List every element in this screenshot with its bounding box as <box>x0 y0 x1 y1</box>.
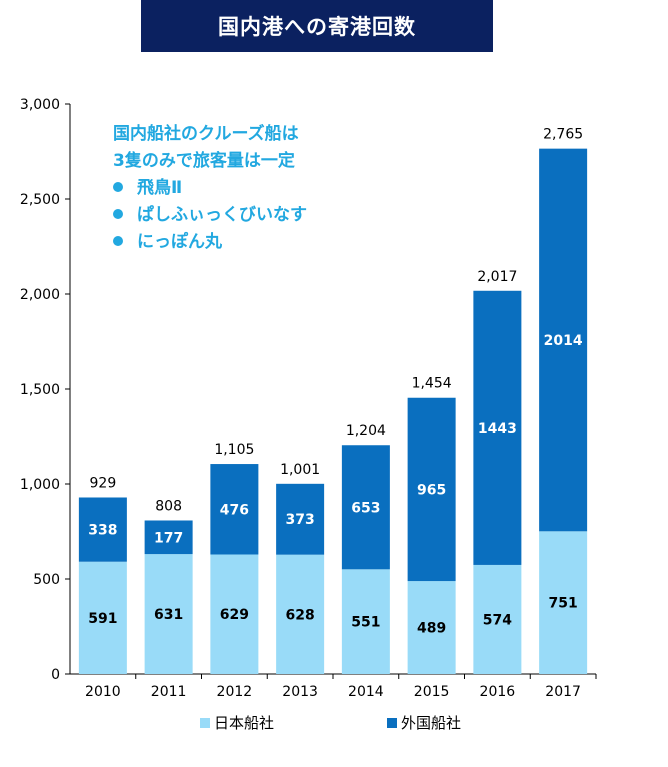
data-label-domestic: 631 <box>154 607 183 623</box>
data-label-foreign: 373 <box>286 512 315 528</box>
data-label-domestic: 489 <box>417 621 446 637</box>
legend-item-foreign: 外国船社 <box>387 712 461 733</box>
bar-segment-foreign <box>210 464 259 555</box>
data-label-foreign: 338 <box>88 523 117 539</box>
chart-title-banner: 国内港への寄港回数 <box>141 0 493 52</box>
bar-segment-domestic <box>407 581 456 674</box>
bar-segment-foreign <box>407 397 456 582</box>
annotation-line: 国内船社のクルーズ船は <box>113 124 299 144</box>
legend-swatch-foreign <box>387 717 397 728</box>
data-label-domestic: 551 <box>351 615 380 631</box>
x-tick-label: 2017 <box>545 684 581 700</box>
annotation-line: 3隻のみで旅客量は一定 <box>113 151 295 171</box>
x-tick-label: 2015 <box>414 684 450 700</box>
data-label-domestic: 628 <box>286 607 315 623</box>
bar-segment-domestic <box>144 554 193 674</box>
data-label-domestic: 591 <box>88 611 117 627</box>
annotation-bullet-item: ぱしふぃっくびいなす <box>113 202 307 229</box>
chart-title: 国内港への寄港回数 <box>218 15 416 39</box>
total-label: 1,204 <box>346 423 386 439</box>
data-label-foreign: 2014 <box>544 333 583 349</box>
total-label: 929 <box>90 475 117 491</box>
data-label-domestic: 574 <box>483 612 512 628</box>
bar-segment-foreign <box>341 445 390 570</box>
x-tick-label: 2011 <box>151 684 187 700</box>
y-tick-label: 2,500 <box>20 192 60 208</box>
annotation-bullet-item: にっぽん丸 <box>113 229 307 256</box>
data-label-domestic: 751 <box>549 596 578 612</box>
legend-item-domestic: 日本船社 <box>200 712 274 733</box>
bar-segment-foreign <box>144 520 193 555</box>
bar-segment-domestic <box>210 554 259 674</box>
x-tick-label: 2013 <box>282 684 318 700</box>
bar-segment-foreign <box>473 290 522 565</box>
y-tick-label: 1,500 <box>20 382 60 398</box>
bar-segment-foreign <box>78 497 127 562</box>
annotation-bullet-text: にっぽん丸 <box>137 232 222 252</box>
legend-swatch-domestic <box>200 717 210 728</box>
data-label-foreign: 653 <box>351 500 380 516</box>
y-tick-label: 1,000 <box>20 477 60 493</box>
annotation-bullet-text: 飛鳥Ⅱ <box>137 178 183 198</box>
total-label: 1,454 <box>412 376 452 392</box>
annotation-bullet-text: ぱしふぃっくびいなす <box>137 205 307 225</box>
total-label: 1,105 <box>214 442 254 458</box>
total-label: 2,017 <box>477 269 517 285</box>
data-label-foreign: 965 <box>417 482 446 498</box>
total-label: 808 <box>155 498 182 514</box>
data-label-foreign: 177 <box>154 530 183 546</box>
bar-segment-foreign <box>276 483 325 555</box>
x-tick-label: 2010 <box>85 684 121 700</box>
annotation-bullet-item: 飛鳥Ⅱ <box>113 175 307 202</box>
bar-segment-domestic <box>473 564 522 674</box>
bar-segment-domestic <box>341 569 390 674</box>
bar-segment-domestic <box>539 531 588 674</box>
y-tick-label: 3,000 <box>20 97 60 113</box>
legend-label-foreign: 外国船社 <box>401 714 462 732</box>
data-label-foreign: 476 <box>220 502 249 518</box>
total-label: 2,765 <box>543 127 583 143</box>
bullet-icon <box>113 209 123 219</box>
y-tick-label: 0 <box>51 667 60 683</box>
data-label-foreign: 1443 <box>478 421 517 437</box>
x-tick-label: 2014 <box>348 684 384 700</box>
bullet-icon <box>113 182 123 192</box>
bar-segment-domestic <box>78 561 127 674</box>
total-label: 1,001 <box>280 462 320 478</box>
y-tick-label: 2,000 <box>20 287 60 303</box>
y-tick-label: 500 <box>33 572 60 588</box>
bullet-icon <box>113 236 123 246</box>
data-label-domestic: 629 <box>220 607 249 623</box>
bar-segment-domestic <box>276 554 325 674</box>
legend-label-domestic: 日本船社 <box>214 714 275 732</box>
annotation: 国内船社のクルーズ船は 3隻のみで旅客量は一定 飛鳥Ⅱ ぱしふぃっくびいなす に… <box>113 121 307 256</box>
x-tick-label: 2012 <box>217 684 253 700</box>
bar-segment-foreign <box>539 148 588 532</box>
x-tick-label: 2016 <box>480 684 516 700</box>
